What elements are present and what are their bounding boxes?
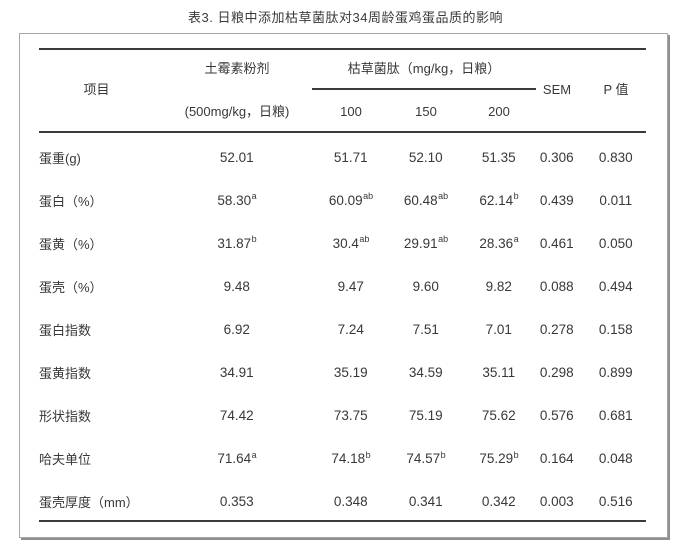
table-cell: 0.011 [599, 192, 633, 208]
table-row: 蛋黄（%） 31.87b 30.4ab 29.91ab 28.36a 0.461… [39, 218, 646, 261]
table-row: 蛋白指数 6.92 7.24 7.51 7.01 0.278 0.158 [39, 304, 646, 347]
table-cell: 74.57b [406, 449, 446, 467]
header-dose-100: 100 [340, 104, 362, 119]
table-cell: 30.4ab [332, 234, 370, 251]
table-cell: 0.353 [219, 494, 254, 510]
header-antibiotic-dose: (500mg/kg，日粮) [184, 104, 290, 119]
table-row: 蛋白（%） 58.30a 60.09ab 60.48ab 62.14b 0.43… [39, 175, 646, 218]
header-p-value: P 值 [603, 82, 629, 97]
table-cell: 75.19 [408, 408, 443, 424]
table-cell: 74.42 [219, 408, 254, 424]
table-cell: 34.91 [219, 365, 254, 381]
table-cell: 0.342 [481, 494, 516, 510]
table-cell: 0.158 [598, 321, 633, 337]
table-cell: 52.01 [219, 149, 254, 165]
row-label: 蛋壳厚度（mm） [39, 495, 139, 511]
table-body: 蛋重(g) 52.01 51.71 52.10 51.35 0.306 0.83… [39, 132, 646, 520]
table-cell: 51.35 [481, 149, 516, 165]
table-cell: 0.088 [539, 278, 574, 294]
table-cell: 35.19 [333, 365, 368, 381]
row-label: 蛋黄指数 [39, 366, 92, 382]
table-card: 项目 土霉素粉剂 (500mg/kg，日粮) 枯草菌肽（mg/kg，日粮） 10… [19, 33, 668, 538]
table-cell: 0.516 [598, 494, 633, 510]
table-cell: 0.681 [598, 408, 633, 424]
header-treatment-group: 枯草菌肽（mg/kg，日粮） [347, 61, 501, 76]
table-cell: 0.298 [539, 365, 574, 381]
table-cell: 0.830 [598, 149, 633, 165]
table-cell: 62.14b [479, 191, 519, 208]
table-row: 形状指数 74.42 73.75 75.19 75.62 0.576 0.681 [39, 391, 646, 434]
table-cell: 9.48 [223, 278, 250, 294]
table-cell: 75.62 [481, 408, 516, 424]
table-row: 蛋壳厚度（mm） 0.353 0.348 0.341 0.342 0.003 0… [39, 477, 646, 520]
table-cell: 34.59 [408, 365, 443, 381]
table-cell: 0.050 [598, 235, 633, 251]
table-cell: 31.87b [217, 234, 257, 251]
table-row: 蛋壳（%） 9.48 9.47 9.60 9.82 0.088 0.494 [39, 261, 646, 304]
table-cell: 7.01 [485, 321, 512, 337]
table-cell: 28.36a [479, 234, 519, 251]
header-antibiotic-name: 土霉素粉剂 [204, 61, 270, 76]
table-row: 蛋黄指数 34.91 35.19 34.59 35.11 0.298 0.899 [39, 348, 646, 391]
egg-quality-table: 项目 土霉素粉剂 (500mg/kg，日粮) 枯草菌肽（mg/kg，日粮） 10… [39, 48, 646, 522]
table-cell: 0.439 [539, 192, 574, 208]
table-cell: 75.29b [479, 449, 519, 467]
table-cell: 29.91ab [403, 234, 449, 251]
table-cell: 7.24 [337, 321, 364, 337]
table-cell: 51.71 [333, 149, 368, 165]
table-cell: 9.60 [412, 278, 439, 294]
row-label: 蛋白（%） [39, 193, 103, 209]
header-item: 项目 [83, 82, 110, 97]
table-cell: 0.048 [598, 451, 633, 467]
header-rule [39, 131, 646, 133]
row-label: 蛋白指数 [39, 322, 92, 338]
table-cell: 0.278 [539, 321, 574, 337]
table-cell: 9.82 [485, 278, 512, 294]
row-label: 蛋重(g) [39, 150, 81, 166]
header-dose-150: 150 [415, 104, 437, 119]
row-label: 蛋黄（%） [39, 236, 103, 252]
row-label: 形状指数 [39, 409, 92, 425]
table-cell: 0.306 [539, 149, 574, 165]
table-cell: 0.576 [539, 408, 574, 424]
table-cell: 0.899 [598, 365, 633, 381]
table-caption: 表3. 日粮中添加枯草菌肽对34周龄蛋鸡蛋品质的影响 [188, 10, 503, 25]
header-sem: SEM [542, 82, 572, 97]
table-cell: 0.348 [333, 494, 368, 510]
table-cell: 7.51 [412, 321, 439, 337]
table-cell: 0.003 [539, 494, 574, 510]
table-cell: 0.341 [408, 494, 443, 510]
bottom-rule [39, 520, 646, 522]
table-cell: 0.461 [539, 235, 574, 251]
table-row: 哈夫单位 71.64a 74.18b 74.57b 75.29b 0.164 0… [39, 434, 646, 477]
treatment-group-underline [312, 88, 536, 90]
header-dose-200: 200 [488, 104, 510, 119]
top-rule [39, 48, 646, 50]
table-row: 蛋重(g) 52.01 51.71 52.10 51.35 0.306 0.83… [39, 132, 646, 175]
table-cell: 73.75 [333, 408, 368, 424]
table-cell: 0.494 [598, 278, 633, 294]
table-cell: 60.09ab [328, 191, 374, 208]
table-cell: 71.64a [217, 449, 257, 467]
table-cell: 52.10 [408, 149, 443, 165]
table-cell: 60.48ab [403, 191, 449, 208]
table-cell: 6.92 [223, 321, 250, 337]
row-label: 蛋壳（%） [39, 279, 103, 295]
row-label: 哈夫单位 [39, 452, 92, 468]
table-cell: 35.11 [482, 365, 516, 381]
table-cell: 9.47 [337, 278, 364, 294]
table-cell: 0.164 [539, 451, 574, 467]
table-cell: 58.30a [217, 191, 257, 208]
table-cell: 74.18b [331, 449, 371, 467]
